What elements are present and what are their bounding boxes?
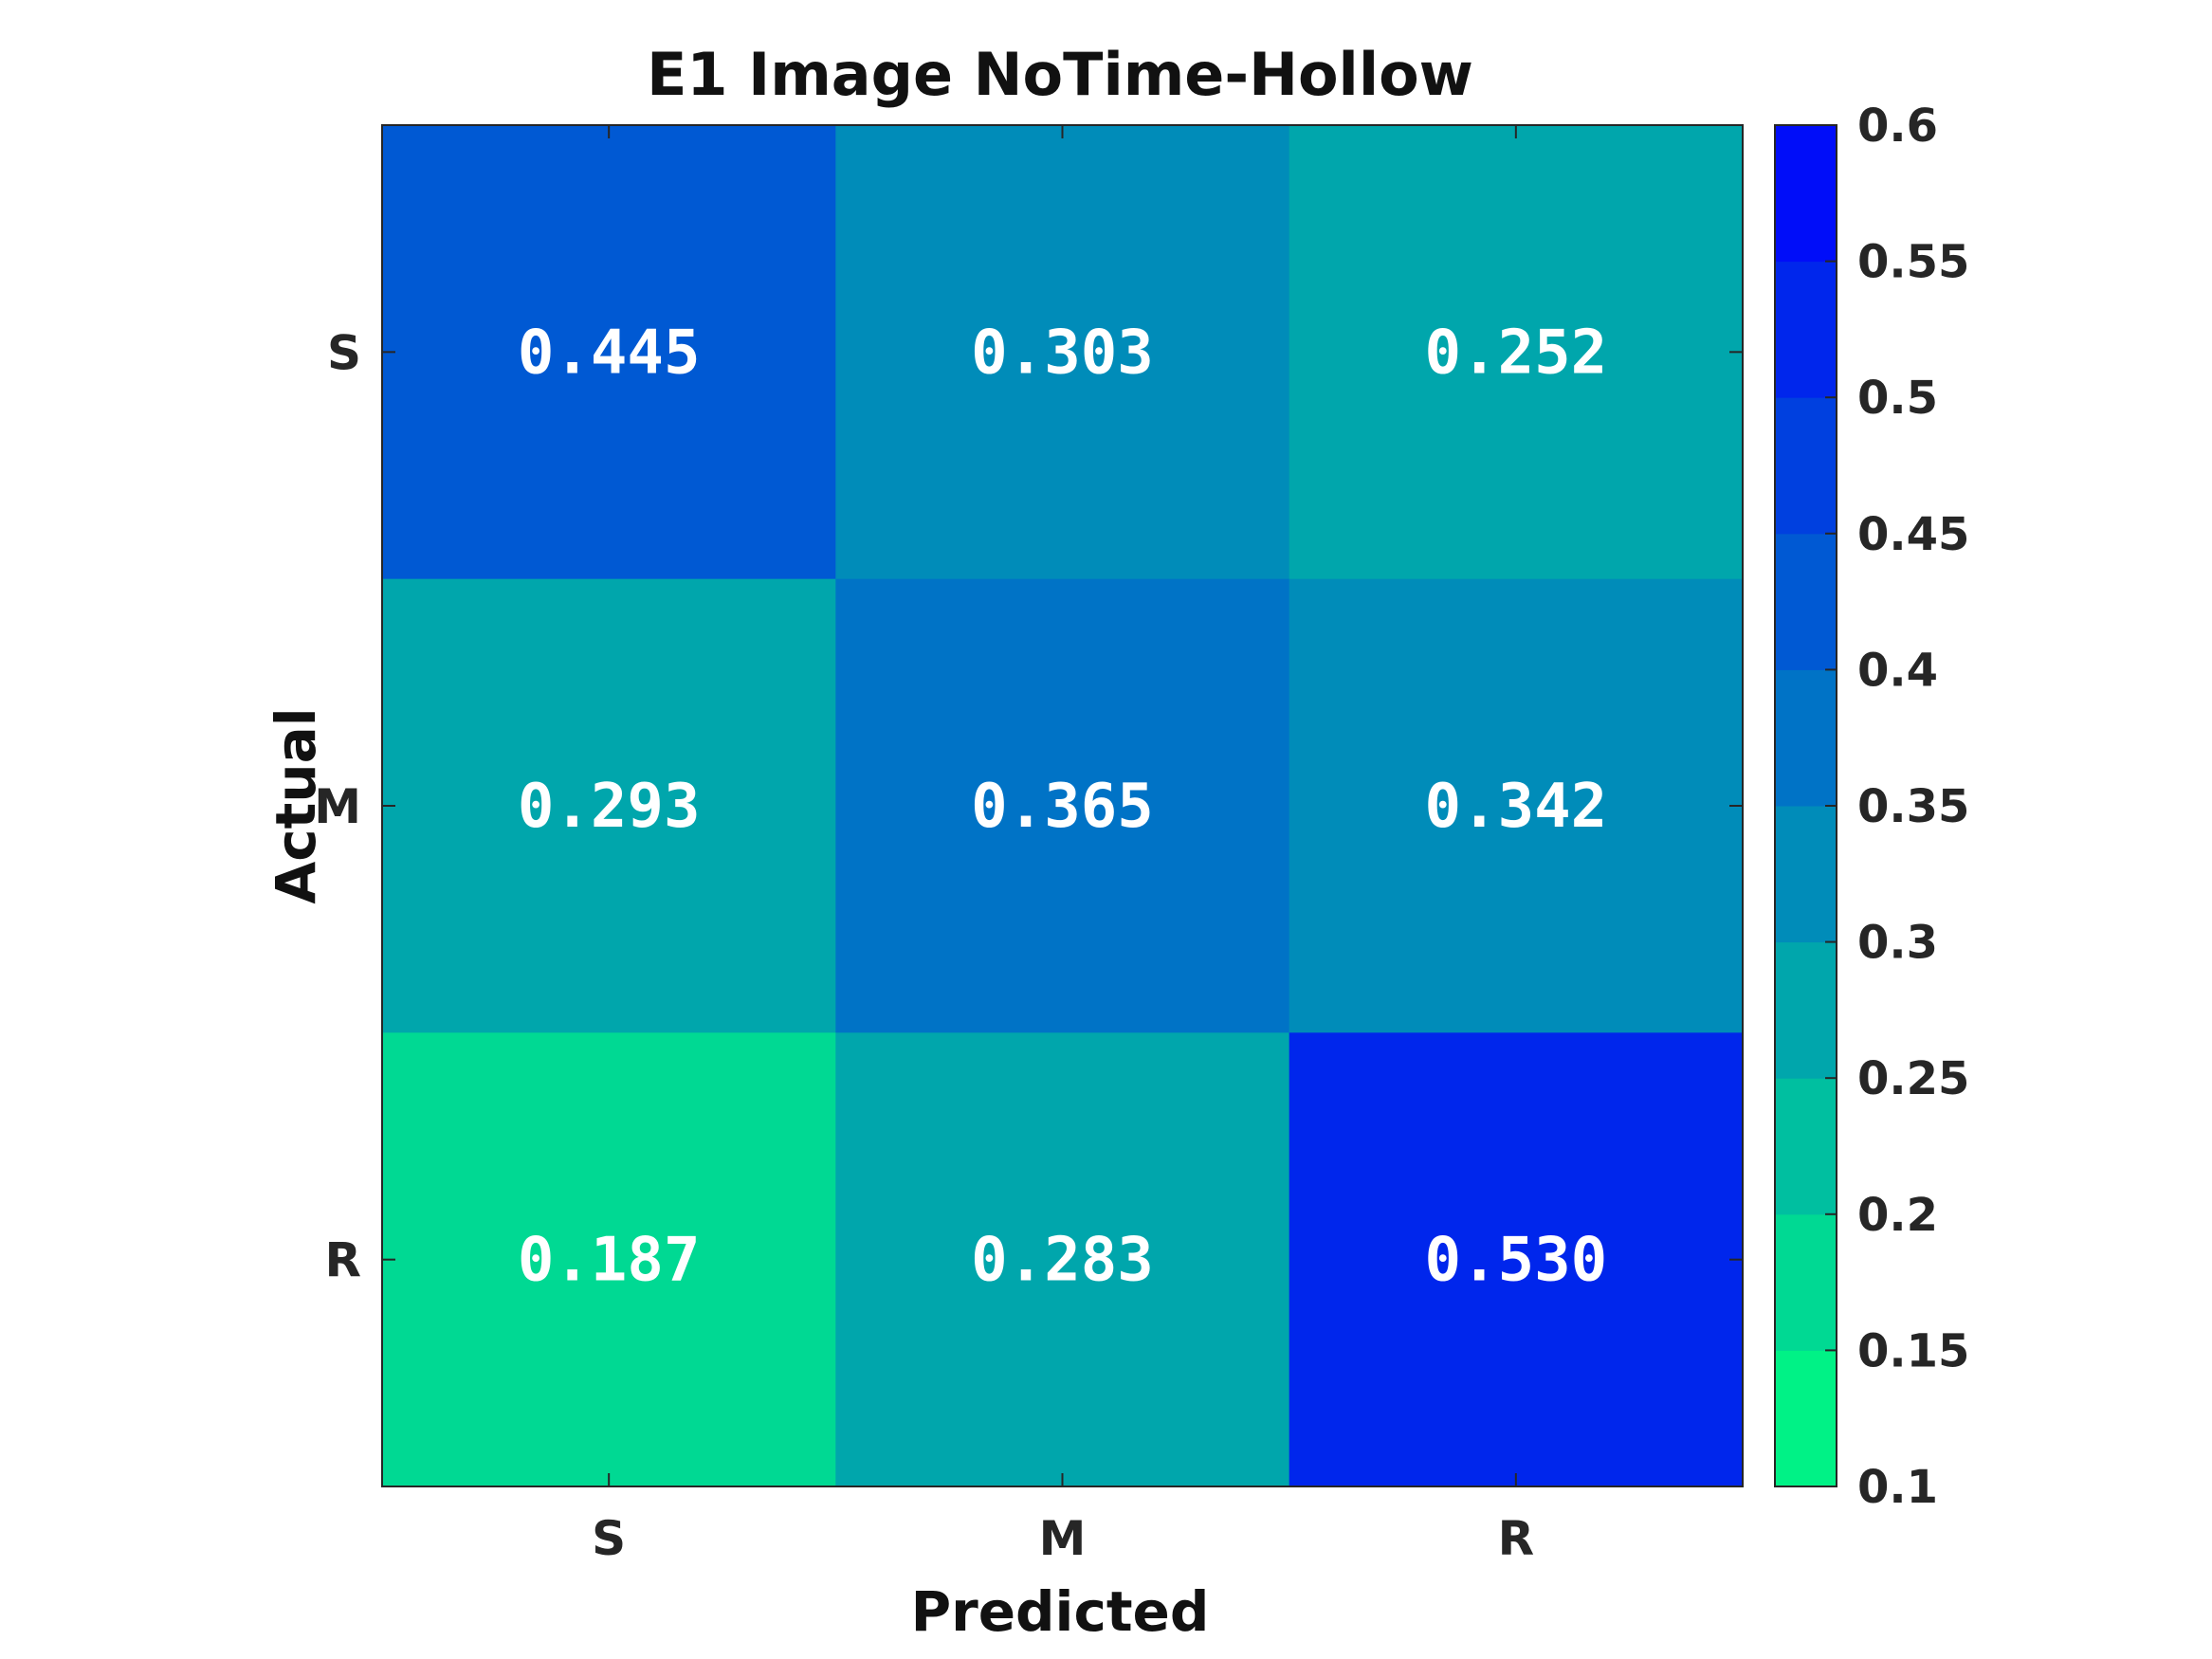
cell-value-label: 0.530 (1425, 1226, 1608, 1296)
heatmap-cell-S-R (1289, 125, 1744, 580)
heatmap-cell-R-M (835, 1032, 1290, 1487)
cell-value-label: 0.187 (518, 1226, 701, 1296)
cell-value-label: 0.283 (971, 1226, 1154, 1296)
colorbar-segment (1775, 1213, 1837, 1351)
cell-value-labels: 0.445 0.303 0.252 0.293 0.365 0.342 0.187 0.283… (518, 318, 1607, 1295)
x-axis-label: Predicted (911, 1579, 1210, 1644)
colorbar-tick-label: 0.15 (1857, 1324, 1969, 1377)
colorbar-tick-label: 0.35 (1857, 780, 1969, 833)
heatmap-cell-R-S (382, 1032, 836, 1487)
colorbar-tick-label: 0.3 (1857, 917, 1938, 970)
heatmap-cell-M-S (382, 578, 836, 1033)
cell-value-label: 0.303 (971, 318, 1154, 388)
colorbar-segment (1775, 261, 1837, 398)
x-tick-label: R (1498, 1511, 1535, 1566)
y-tick-label: S (327, 325, 361, 380)
colorbar-tick-label: 0.6 (1857, 100, 1938, 153)
colorbar-segment (1775, 806, 1837, 943)
colorbar-segment (1775, 941, 1837, 1079)
colorbar-tick-label: 0.55 (1857, 236, 1969, 289)
colorbar-segment (1775, 125, 1837, 263)
cell-value-label: 0.252 (1425, 318, 1608, 388)
colorbar: 0.1 0.15 0.2 0.25 0.3 0.35 0.4 0.45 0.5 0.55 0.6 (1774, 100, 1969, 1514)
heatmap-cell-S-S (382, 125, 836, 580)
cell-value-label: 0.365 (971, 772, 1154, 842)
y-axis-label: Actual (264, 707, 328, 903)
colorbar-tick-label: 0.4 (1857, 644, 1938, 697)
colorbar-segment (1775, 1078, 1837, 1215)
heatmap-cells (382, 125, 1744, 1487)
axis-ticks: S M R S M R (314, 125, 1743, 1566)
colorbar-segment (1775, 669, 1837, 807)
colorbar-tick-label: 0.45 (1857, 508, 1969, 561)
colorbar-segment (1775, 397, 1837, 535)
chart-title: E1 Image NoTime-Hollow (647, 40, 1473, 109)
heatmap-cell-M-R (1289, 578, 1744, 1033)
heatmap-cell-R-R (1289, 1032, 1744, 1487)
colorbar-tick-label: 0.25 (1857, 1052, 1969, 1105)
colorbar-tick-label: 0.2 (1857, 1189, 1938, 1242)
cell-value-label: 0.342 (1425, 772, 1608, 842)
colorbar-tick-label: 0.1 (1857, 1461, 1938, 1514)
x-tick-label: S (592, 1511, 626, 1566)
colorbar-segment (1775, 533, 1837, 670)
heatmap-cell-M-M (835, 578, 1290, 1033)
colorbar-tick-label: 0.5 (1857, 372, 1938, 425)
heatmap-cell-S-M (835, 125, 1290, 580)
colorbar-segment (1775, 1350, 1837, 1487)
y-tick-label: R (324, 1233, 361, 1288)
x-tick-label: M (1039, 1511, 1087, 1566)
cell-value-label: 0.293 (518, 772, 701, 842)
y-tick-label: M (314, 779, 361, 834)
cell-value-label: 0.445 (518, 318, 701, 388)
